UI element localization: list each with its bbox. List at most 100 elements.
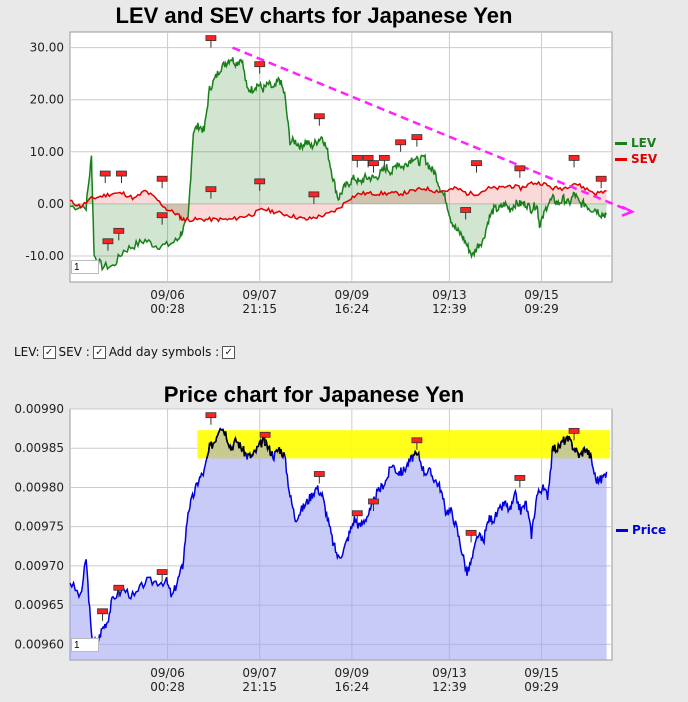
chart1-day-symbol-15 [378, 155, 390, 161]
price-in-band-segment [213, 441, 216, 444]
price-in-band-segment [280, 449, 283, 457]
price-in-band-segment [266, 447, 270, 450]
price-in-band-segment [214, 436, 218, 442]
price-in-band-segment [224, 431, 228, 439]
y-tick-label: 0.00 [37, 197, 64, 211]
y-tick-label: 0.00980 [14, 480, 64, 494]
price-in-band-segment [589, 452, 593, 459]
sev-area [70, 181, 607, 222]
price-in-band-segment [268, 446, 272, 456]
y-tick-label: 0.00965 [14, 598, 64, 612]
chart2-day-symbol-5 [313, 471, 325, 477]
price-in-band-segment [206, 454, 209, 459]
lev-area [70, 57, 607, 270]
plot-area [69, 31, 613, 283]
price-in-band-segment [211, 443, 214, 449]
chart2-day-symbol-8 [411, 437, 423, 444]
chart2-day-symbol-3 [205, 412, 217, 419]
price-in-band-segment [557, 443, 560, 447]
price-in-band-segment [410, 454, 413, 457]
price-in-band-segment [225, 438, 229, 443]
chart1-day-symbol-20 [514, 165, 526, 172]
price-in-band-segment [217, 430, 221, 434]
chart1-day-symbol-7 [205, 35, 217, 42]
price-in-band-segment [265, 439, 268, 444]
y-tick-label: 0.00970 [14, 559, 64, 573]
price-line [69, 427, 608, 645]
y-tick-label: 0.00985 [14, 441, 64, 455]
chart1-day-symbol-18 [460, 207, 472, 213]
chart1-day-symbol-10 [308, 191, 320, 198]
price-in-band-segment [212, 442, 215, 445]
price-in-band-segment [260, 440, 264, 448]
price-in-band-segment [414, 451, 417, 454]
lev-checkbox[interactable]: ✓ [42, 345, 56, 359]
price-in-band-segment [569, 438, 572, 441]
y-tick-label: 0.00960 [14, 637, 64, 651]
x-tick-label-date: 09/09 [335, 288, 370, 302]
price-in-band-segment [570, 439, 573, 443]
chart2-page-box[interactable]: 1 [71, 638, 99, 652]
chart2-day-symbol-10 [514, 475, 526, 481]
sev-checkbox[interactable]: ✓ [92, 345, 106, 359]
y-tick-label: 20.00 [30, 93, 64, 107]
y-tick-label: 0.00990 [14, 402, 64, 416]
price-in-band-segment [563, 440, 567, 445]
price-in-band-segment [257, 445, 260, 448]
legend-price-label: Price [632, 523, 667, 537]
y-tick-label: 10.00 [30, 145, 64, 159]
x-tick-label-time: 16:24 [335, 302, 370, 316]
price-in-band-segment [232, 440, 236, 445]
chart1-day-symbol-0 [102, 238, 114, 245]
sev-line [69, 180, 607, 223]
chart1-day-symbol-3 [116, 170, 127, 177]
x-tick-label-date: 09/06 [150, 666, 185, 680]
price-in-band-segment [241, 449, 244, 452]
chart2-day-symbol-4 [259, 431, 271, 438]
legend-sev: SEV [615, 152, 657, 166]
y-tick-label: -10.00 [25, 249, 64, 263]
chart2-day-symbol-9 [465, 529, 477, 536]
price-in-band-segment [282, 452, 286, 456]
y-tick-label: 0.00975 [14, 520, 64, 534]
chart1-day-symbol-12 [351, 155, 363, 161]
lev-line [69, 57, 608, 272]
price-in-band-segment [559, 441, 562, 449]
chart2-day-symbol-2 [156, 569, 168, 575]
price-in-band-segment [584, 450, 587, 453]
price-in-band-segment [568, 435, 571, 440]
price-in-band-segment [257, 441, 261, 446]
chart2-day-symbol-1 [113, 584, 125, 591]
price-in-band-segment [564, 437, 568, 442]
legend-lev-label: LEV [631, 136, 657, 150]
price-in-band-segment [239, 442, 242, 448]
price-in-band-segment [575, 447, 578, 451]
chart1-day-symbol-5 [156, 212, 168, 219]
day-symbols-checkbox[interactable]: ✓ [222, 345, 236, 359]
price-in-band-segment [415, 452, 418, 456]
price-in-band-segment [578, 453, 581, 459]
chart1-day-symbol-11 [313, 113, 325, 120]
x-tick-label-date: 09/07 [242, 288, 277, 302]
chart1-page-box[interactable]: 1 [71, 260, 99, 274]
x-tick-label-date: 09/13 [432, 666, 467, 680]
price-in-band-segment [231, 443, 235, 451]
chart2-title: Price chart for Japanese Yen [163, 382, 465, 407]
legend-lev: LEV [615, 136, 656, 150]
chart1-day-symbol-1 [113, 227, 125, 234]
x-tick-label-time: 09:29 [524, 302, 559, 316]
legend-sev-label: SEV [631, 152, 658, 166]
x-tick-label-time: 09:29 [524, 680, 559, 694]
price-in-band-segment [226, 442, 230, 445]
x-tick-label-time: 12:39 [432, 302, 467, 316]
price-in-band-segment [270, 451, 273, 456]
chart1-day-symbol-17 [411, 134, 423, 140]
x-tick-label-time: 21:15 [242, 680, 277, 694]
chart1-day-symbol-19 [471, 160, 482, 167]
day-symbols-checkbox-label: Add day symbols : [108, 345, 220, 359]
chart2-day-symbol-6 [351, 510, 363, 517]
chart2-day-symbol-7 [368, 498, 379, 505]
chart1-day-symbol-9 [254, 61, 266, 68]
legend-price: Price [616, 523, 666, 537]
